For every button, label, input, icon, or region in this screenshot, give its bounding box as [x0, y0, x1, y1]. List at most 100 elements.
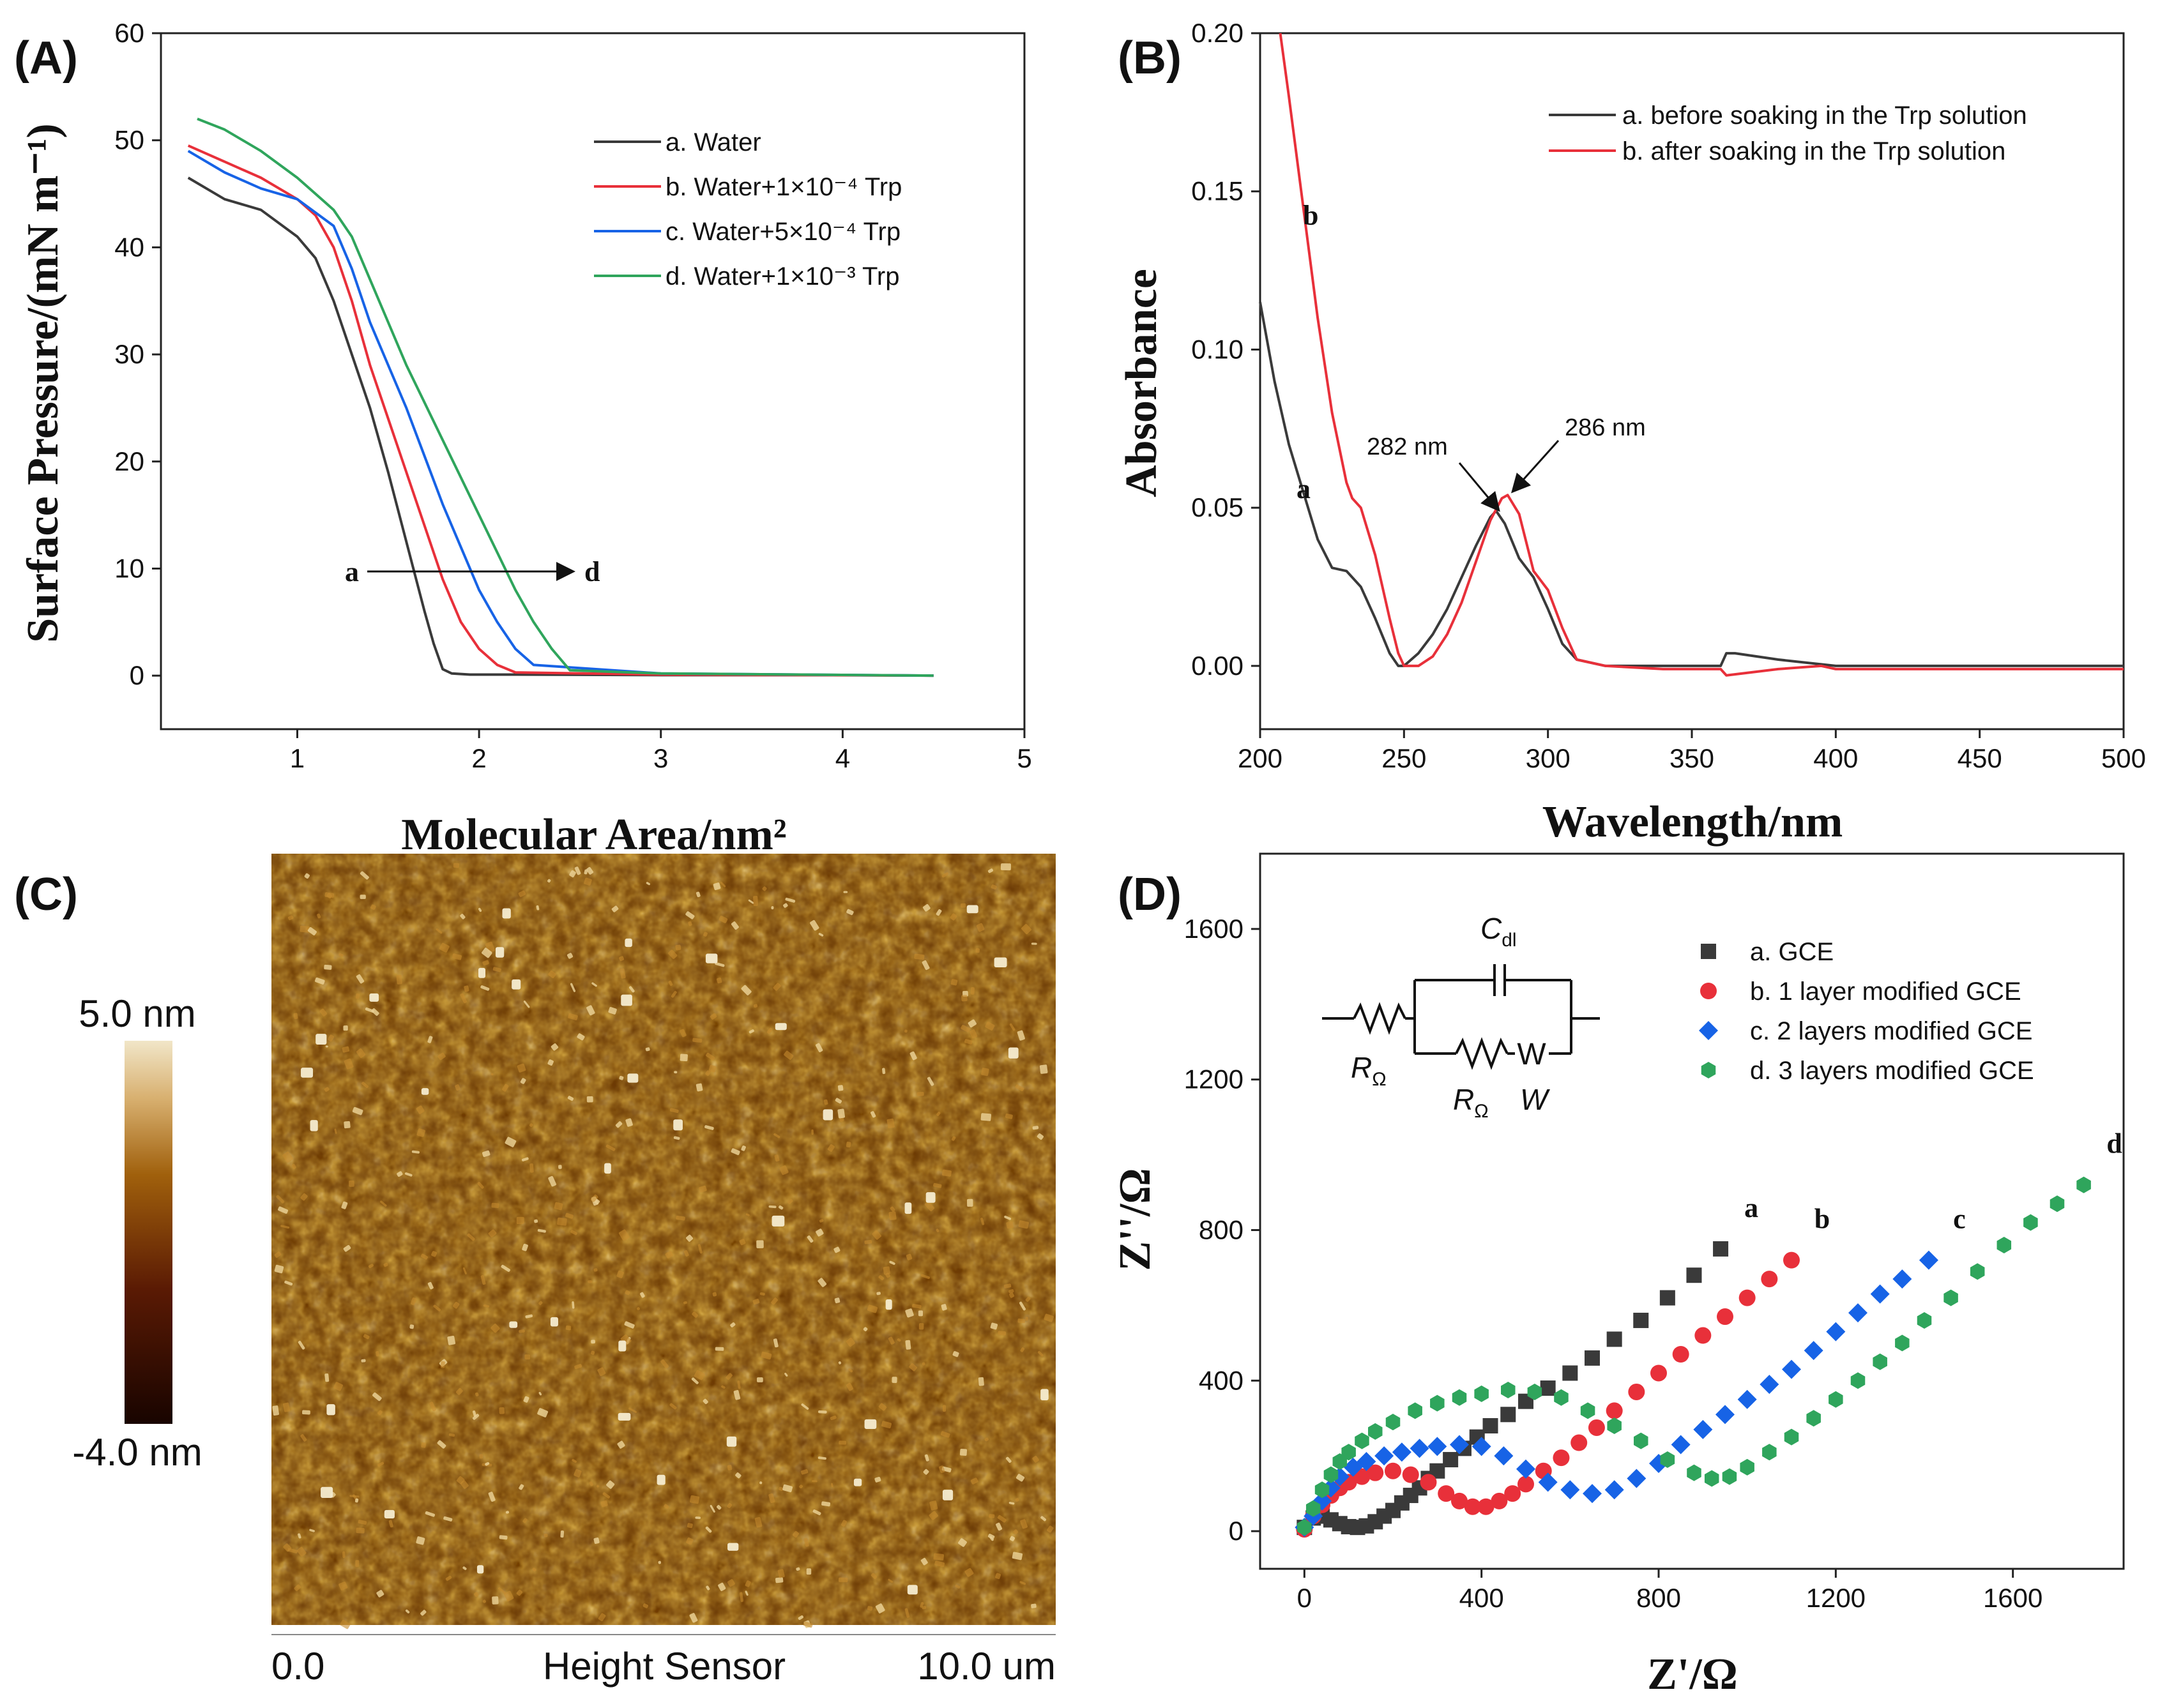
circuit-cdl-main: C	[1480, 912, 1502, 945]
panel-d-point-3	[1693, 1419, 1713, 1439]
afm-particle	[941, 872, 949, 878]
afm-particle	[800, 1469, 809, 1475]
panel-d-point-4	[1554, 1389, 1569, 1406]
afm-particle	[892, 1377, 897, 1383]
panel-d-end-label-4: d	[2106, 1128, 2122, 1160]
afm-particle	[882, 1068, 886, 1075]
afm-particle	[343, 1244, 351, 1252]
afm-particle	[625, 1118, 633, 1127]
panel-d-point-1	[1540, 1380, 1556, 1396]
afm-particle	[680, 1029, 687, 1038]
afm-particle	[916, 1091, 924, 1096]
panel-d-point-4	[1580, 1402, 1595, 1419]
afm-particle	[970, 986, 975, 995]
panel-letter-d: (D)	[1118, 869, 1182, 920]
afm-particle	[660, 1359, 669, 1369]
afm-particle	[731, 921, 739, 930]
circuit-r1-sub: Ω	[1372, 1069, 1386, 1090]
afm-particle	[766, 1027, 773, 1034]
afm-particle	[300, 1434, 307, 1442]
afm-particle	[753, 1004, 758, 1008]
afm-particle	[1015, 1474, 1025, 1482]
afm-particle	[405, 1609, 410, 1614]
afm-bright-particle	[550, 1317, 558, 1327]
afm-bright-particle	[618, 1340, 627, 1352]
afm-particle	[694, 1370, 705, 1380]
afm-particle	[431, 1251, 437, 1257]
afm-particle	[676, 1215, 685, 1221]
afm-particle	[421, 1442, 427, 1448]
panel-a-x-tick-label: 5	[1017, 743, 1031, 773]
panel-d-point-1	[1686, 1267, 1702, 1283]
afm-particle	[569, 870, 576, 878]
afm-particle	[410, 1297, 416, 1306]
afm-bright-particle	[310, 1120, 318, 1131]
circuit-r1-main: R	[1351, 1051, 1372, 1084]
afm-particle	[756, 1377, 763, 1382]
afm-particle	[961, 1025, 971, 1032]
afm-particle	[485, 1462, 490, 1466]
afm-particle	[846, 1142, 851, 1148]
panel-d-legend-marker-3	[1699, 1021, 1718, 1040]
afm-particle	[518, 890, 526, 897]
afm-particle	[878, 1403, 887, 1411]
afm-particle	[472, 1414, 480, 1420]
panel-b-peak-arrow-282	[1458, 462, 1500, 512]
afm-particle	[658, 1561, 662, 1564]
afm-particle	[523, 1001, 530, 1008]
afm-particle	[1037, 1350, 1044, 1357]
panel-b-legend-label-2: b. after soaking in the Trp solution	[1622, 137, 2005, 165]
afm-particle	[775, 1577, 784, 1583]
afm-particle	[462, 1267, 467, 1274]
afm-particle	[782, 1484, 793, 1493]
panel-d-legend-marker-1	[1701, 944, 1716, 959]
panel-d-point-2	[1650, 1364, 1667, 1382]
afm-particle	[830, 1416, 837, 1421]
panel-d-point-3	[1538, 1472, 1558, 1492]
afm-particle	[600, 1500, 608, 1508]
afm-particle	[360, 871, 369, 880]
afm-particle	[1005, 1113, 1013, 1119]
afm-particle	[547, 879, 551, 883]
afm-particle	[848, 1368, 853, 1373]
afm-particle	[989, 1514, 995, 1518]
afm-particle	[503, 1591, 514, 1601]
afm-particle	[703, 932, 708, 937]
afm-particle	[985, 1022, 995, 1031]
afm-particle	[376, 1350, 379, 1357]
afm-particle	[752, 1298, 760, 1305]
afm-particle	[837, 1108, 846, 1119]
panel-b-y-tick-label: 0.05	[1191, 492, 1244, 522]
afm-particle	[291, 1164, 296, 1169]
afm-bright-particle	[1040, 1389, 1049, 1401]
panel-d-point-3	[1782, 1359, 1801, 1379]
afm-particle	[554, 1202, 563, 1211]
panel-d-point-1	[1713, 1241, 1729, 1257]
afm-particle	[577, 1033, 585, 1041]
panel-d-point-4	[1996, 1237, 2012, 1254]
afm-particle	[904, 1608, 910, 1618]
panel-d-point-4	[1784, 1428, 1799, 1446]
afm-particle	[605, 1144, 616, 1151]
panel-d-point-3	[1627, 1469, 1647, 1488]
afm-particle	[361, 1359, 366, 1363]
afm-particle	[377, 1410, 383, 1416]
panel-a-legend: a. Water b. Water+1×10⁻⁴ Trp c. Water+5×10…	[594, 128, 902, 291]
afm-particle	[727, 1579, 735, 1587]
afm-particle	[370, 904, 376, 910]
afm-particle	[380, 1200, 387, 1207]
afm-particle	[740, 1592, 743, 1602]
afm-particle	[372, 1392, 382, 1402]
afm-particle	[923, 1469, 929, 1475]
afm-particle	[574, 1364, 582, 1370]
afm-particle	[1031, 1603, 1037, 1608]
afm-bright-particle	[421, 1088, 429, 1095]
panel-d-point-4	[1430, 1394, 1445, 1412]
afm-particle	[440, 1361, 445, 1368]
panel-d-legend: a. GCE b. 1 layer modified GCE c. 2 layers…	[1699, 938, 2034, 1085]
afm-particle	[934, 1561, 945, 1568]
afm-particle	[293, 1013, 298, 1020]
panel-d-point-3	[1892, 1269, 1912, 1289]
panel-b-series-line-2	[1279, 33, 2124, 677]
afm-particle	[425, 1511, 435, 1517]
